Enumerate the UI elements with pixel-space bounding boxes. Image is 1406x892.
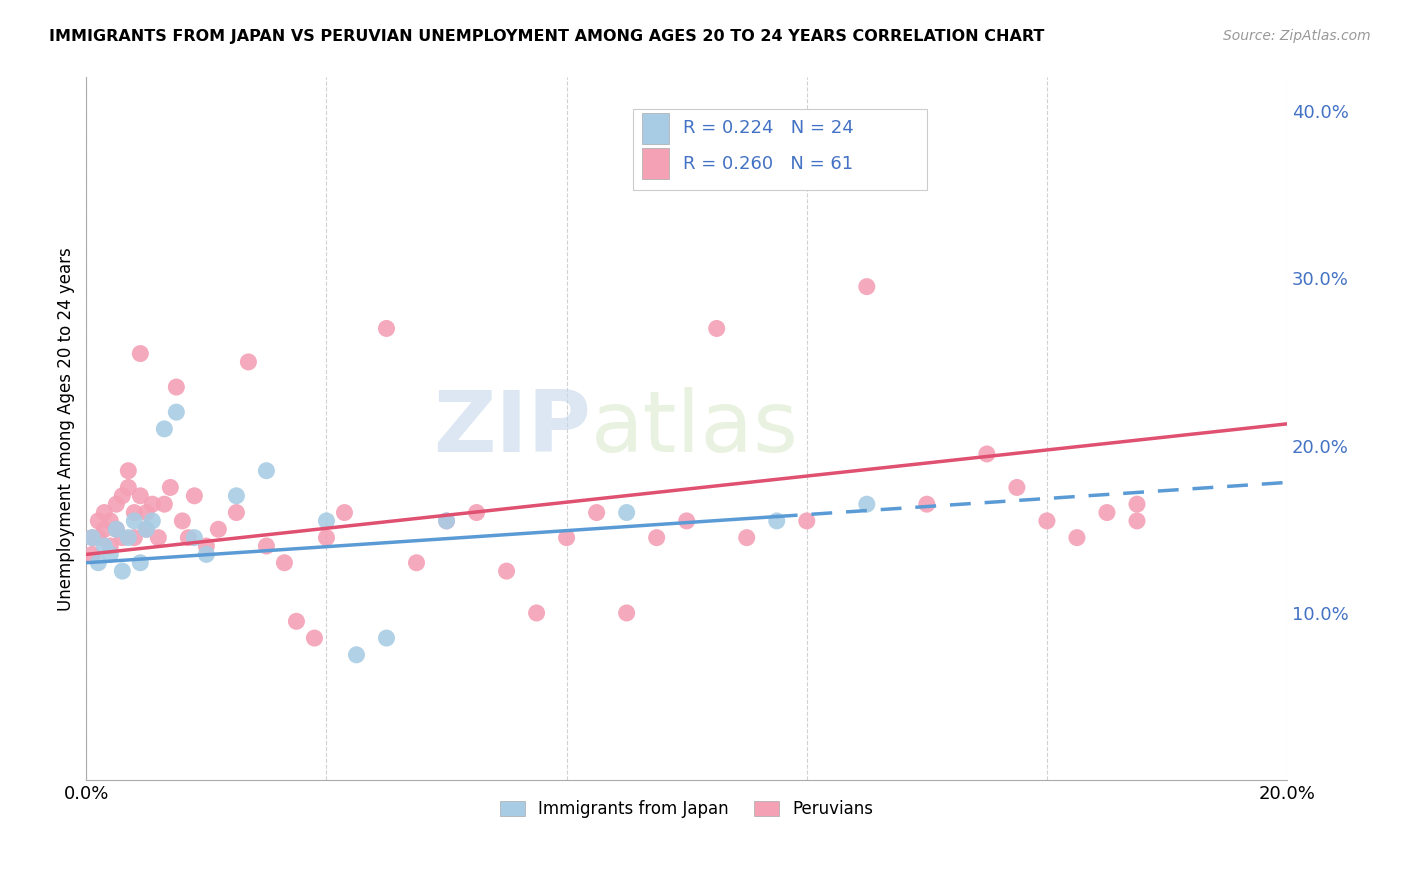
Point bbox=[141, 497, 163, 511]
Point bbox=[129, 346, 152, 360]
Point bbox=[117, 480, 139, 494]
Point bbox=[105, 522, 128, 536]
Point bbox=[177, 531, 200, 545]
Point bbox=[135, 522, 157, 536]
Point bbox=[405, 556, 427, 570]
Point bbox=[346, 648, 368, 662]
Point bbox=[645, 531, 668, 545]
Point bbox=[856, 279, 879, 293]
Point bbox=[87, 514, 110, 528]
Point bbox=[495, 564, 517, 578]
Point bbox=[1066, 531, 1088, 545]
Point bbox=[82, 548, 104, 562]
Point bbox=[87, 531, 110, 545]
Point bbox=[82, 531, 104, 545]
Point bbox=[526, 606, 548, 620]
Point bbox=[1126, 497, 1149, 511]
Legend: Immigrants from Japan, Peruvians: Immigrants from Japan, Peruvians bbox=[494, 793, 880, 825]
Point bbox=[315, 531, 337, 545]
Point bbox=[129, 556, 152, 570]
Point bbox=[195, 539, 218, 553]
Point bbox=[165, 380, 187, 394]
Point bbox=[616, 506, 638, 520]
Point bbox=[706, 321, 728, 335]
Point bbox=[135, 506, 157, 520]
Point bbox=[375, 631, 398, 645]
Point bbox=[141, 514, 163, 528]
Point bbox=[238, 355, 260, 369]
Text: Source: ZipAtlas.com: Source: ZipAtlas.com bbox=[1223, 29, 1371, 43]
Point bbox=[254, 464, 277, 478]
Point bbox=[375, 321, 398, 335]
Point bbox=[915, 497, 938, 511]
Bar bbox=[643, 148, 669, 179]
Point bbox=[124, 506, 146, 520]
Point bbox=[93, 522, 115, 536]
Point bbox=[129, 489, 152, 503]
Point bbox=[616, 606, 638, 620]
Point bbox=[304, 631, 326, 645]
Text: atlas: atlas bbox=[591, 387, 799, 470]
Point bbox=[675, 514, 697, 528]
Point bbox=[315, 514, 337, 528]
Text: R = 0.260   N = 61: R = 0.260 N = 61 bbox=[683, 154, 853, 172]
Point bbox=[856, 497, 879, 511]
Point bbox=[1036, 514, 1059, 528]
Point bbox=[207, 522, 229, 536]
Point bbox=[465, 506, 488, 520]
Point bbox=[183, 531, 205, 545]
Point bbox=[1005, 480, 1028, 494]
Point bbox=[165, 405, 187, 419]
Point bbox=[117, 464, 139, 478]
Y-axis label: Unemployment Among Ages 20 to 24 years: Unemployment Among Ages 20 to 24 years bbox=[58, 247, 75, 611]
Point bbox=[105, 497, 128, 511]
Point bbox=[735, 531, 758, 545]
Bar bbox=[643, 112, 669, 145]
Point bbox=[225, 489, 247, 503]
Point bbox=[254, 539, 277, 553]
Point bbox=[124, 514, 146, 528]
Point bbox=[117, 531, 139, 545]
Point bbox=[153, 497, 176, 511]
Point bbox=[148, 531, 170, 545]
Point bbox=[124, 531, 146, 545]
Point bbox=[225, 506, 247, 520]
Point bbox=[555, 531, 578, 545]
FancyBboxPatch shape bbox=[633, 109, 927, 190]
Point bbox=[436, 514, 458, 528]
Point bbox=[111, 564, 134, 578]
Point bbox=[153, 422, 176, 436]
Point bbox=[1126, 514, 1149, 528]
Point bbox=[195, 548, 218, 562]
Point bbox=[98, 548, 121, 562]
Point bbox=[82, 531, 104, 545]
Point bbox=[93, 539, 115, 553]
Point bbox=[93, 506, 115, 520]
Point bbox=[585, 506, 607, 520]
Point bbox=[98, 539, 121, 553]
Point bbox=[273, 556, 295, 570]
Point bbox=[111, 531, 134, 545]
Text: ZIP: ZIP bbox=[433, 387, 591, 470]
Text: IMMIGRANTS FROM JAPAN VS PERUVIAN UNEMPLOYMENT AMONG AGES 20 TO 24 YEARS CORRELA: IMMIGRANTS FROM JAPAN VS PERUVIAN UNEMPL… bbox=[49, 29, 1045, 44]
Point bbox=[333, 506, 356, 520]
Point bbox=[172, 514, 194, 528]
Point bbox=[285, 615, 308, 629]
Point bbox=[98, 514, 121, 528]
Point bbox=[976, 447, 998, 461]
Point bbox=[1095, 506, 1118, 520]
Point bbox=[87, 556, 110, 570]
Point bbox=[111, 489, 134, 503]
Point bbox=[765, 514, 787, 528]
Text: R = 0.224   N = 24: R = 0.224 N = 24 bbox=[683, 120, 853, 137]
Point bbox=[183, 489, 205, 503]
Point bbox=[436, 514, 458, 528]
Point bbox=[159, 480, 181, 494]
Point bbox=[135, 522, 157, 536]
Point bbox=[105, 522, 128, 536]
Point bbox=[796, 514, 818, 528]
